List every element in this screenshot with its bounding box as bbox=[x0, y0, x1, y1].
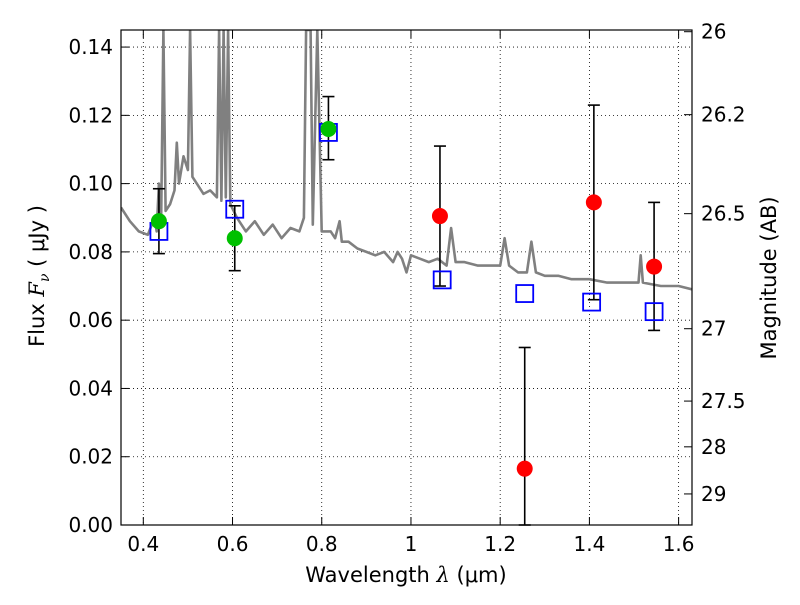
optical-detection-point bbox=[226, 230, 243, 247]
y-tick-label: 0.06 bbox=[68, 308, 113, 332]
near-ir-detection-point bbox=[646, 258, 663, 275]
near-ir-detection-point bbox=[516, 460, 533, 477]
near-ir-detection-point bbox=[431, 208, 448, 225]
data-markers bbox=[149, 121, 664, 477]
x-tick-label: 1.6 bbox=[663, 532, 695, 556]
y2-tick-label: 27.5 bbox=[701, 389, 746, 413]
y2-axis-title: Magnitude (AB) bbox=[757, 196, 781, 359]
y-tick-label: 0.14 bbox=[68, 35, 113, 59]
y2-tick-label: 29 bbox=[701, 482, 726, 506]
x-axis-title-prefix: Wavelength bbox=[305, 563, 436, 587]
x-tick-label: 1 bbox=[405, 532, 418, 556]
axis-ticks: 0.4 0.6 0.8 1 1.2 1.4 1.6 0.00 0.02 0.04 0.06 0.08 0… bbox=[68, 20, 745, 556]
x-tick-label: 1.4 bbox=[573, 532, 605, 556]
y-tick-label: 0.08 bbox=[68, 240, 113, 264]
x-axis-title-symbol: λ bbox=[436, 563, 450, 587]
model-spectrum bbox=[121, 30, 692, 291]
y2-tick-label: 27 bbox=[701, 317, 726, 341]
model-photometry-square bbox=[432, 270, 452, 290]
y-tick-label: 0.12 bbox=[68, 103, 113, 127]
model-photometry-square bbox=[582, 292, 602, 312]
y-axis-title-subscript: ν bbox=[37, 273, 53, 282]
y-tick-label: 0.10 bbox=[68, 172, 113, 196]
x-tick-label: 0.6 bbox=[217, 532, 249, 556]
y-axis-title: Flux Fν ( μJy ) bbox=[25, 205, 53, 347]
y2-tick-label: 28 bbox=[701, 435, 726, 459]
optical-detection-point bbox=[320, 121, 337, 137]
y-tick-label: 0.04 bbox=[68, 376, 113, 400]
plot-frame bbox=[120, 29, 693, 526]
model-spectrum-line bbox=[121, 30, 692, 291]
model-photometry-square bbox=[644, 302, 664, 322]
y2-tick-label: 26.5 bbox=[701, 202, 746, 226]
model-photometry-square bbox=[225, 199, 245, 219]
x-axis-title: Wavelength λ (μm) bbox=[305, 563, 506, 587]
x-tick-label: 0.4 bbox=[127, 532, 159, 556]
y-tick-label: 0.00 bbox=[68, 513, 113, 537]
y2-tick-label: 26 bbox=[701, 20, 726, 44]
grid-lines bbox=[121, 30, 692, 526]
y2-tick-label: 26.2 bbox=[701, 103, 746, 127]
y-axis-title-symbol: F bbox=[25, 281, 49, 298]
x-tick-label: 0.8 bbox=[306, 532, 338, 556]
y-tick-label: 0.02 bbox=[68, 445, 113, 469]
plot-background bbox=[121, 30, 692, 525]
near-ir-detection-point bbox=[585, 194, 602, 211]
x-axis-title-unit: (μm) bbox=[450, 563, 507, 587]
y-axis-title-unit: ( μJy ) bbox=[25, 205, 49, 273]
optical-detection-point bbox=[150, 213, 167, 230]
model-photometry-square bbox=[515, 284, 535, 303]
y-axis-title-prefix: Flux bbox=[25, 297, 49, 347]
x-tick-label: 1.2 bbox=[484, 532, 516, 556]
